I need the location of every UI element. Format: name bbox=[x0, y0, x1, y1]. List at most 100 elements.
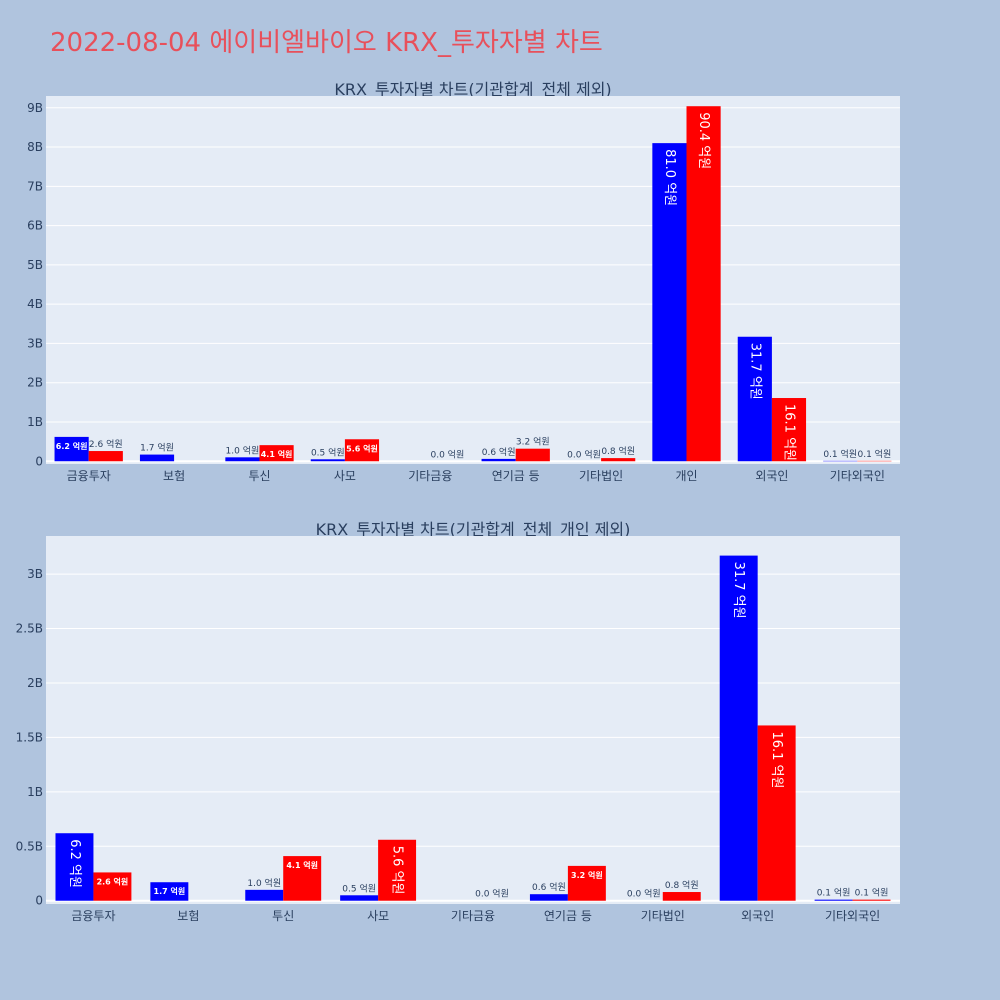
c1-data-label: 0.6 억원 bbox=[532, 881, 566, 893]
c1-data-label: 0.5 억원 bbox=[342, 882, 376, 894]
c0-data-label: 2.6 억원 bbox=[89, 438, 123, 450]
c0-data-label: 0.1 억원 bbox=[858, 448, 892, 460]
c0-x-tick-label: 투신 bbox=[248, 469, 270, 483]
c0-y-tick-label: 1B bbox=[27, 415, 43, 429]
c1-bar-s1-6 bbox=[662, 892, 701, 901]
c1-data-label: 0.0 억원 bbox=[627, 888, 661, 900]
c1-data-label: 5.6 억원 bbox=[390, 846, 405, 895]
c1-data-label: 0.0 억원 bbox=[475, 888, 509, 900]
c0-bar-s1-5 bbox=[515, 448, 550, 462]
c0-bar-s0-1 bbox=[139, 454, 175, 462]
c0-data-label: 0.0 억원 bbox=[567, 448, 601, 460]
c0-bar-s0-3 bbox=[310, 459, 345, 462]
chart-top: KRX_투자자별 차트(기관합계_전체 제외) 0 1B 2B 3B 4B 5B 6B 7B 8… bbox=[27, 80, 900, 483]
c1-data-label: 2.6 억원 bbox=[97, 876, 129, 886]
c1-y-tick-label: 0 bbox=[35, 894, 43, 908]
c0-y-tick-label: 4B bbox=[27, 297, 43, 311]
c0-bar-s1-3 bbox=[344, 439, 380, 462]
c1-data-label: 0.1 억원 bbox=[817, 887, 851, 899]
chart-bottom-title: KRX_투자자별 차트(기관합계_전체_개인 제외) bbox=[316, 520, 631, 540]
c0-y-tick-label: 5B bbox=[27, 258, 43, 272]
c1-bar-s1-8 bbox=[852, 899, 891, 901]
c0-x-tick-label: 기타법인 bbox=[579, 469, 623, 483]
c0-bar-s1-0 bbox=[88, 451, 123, 462]
c0-data-label: 4.1 억원 bbox=[261, 449, 293, 459]
c1-bar-s0-5 bbox=[529, 894, 568, 901]
c1-bar-s0-8 bbox=[814, 899, 853, 901]
c1-x-tick-label: 기타외국인 bbox=[825, 909, 880, 923]
c1-bar-s0-7 bbox=[719, 555, 758, 901]
c1-data-label: 31.7 억원 bbox=[731, 562, 746, 619]
c1-bar-s0-3 bbox=[340, 895, 379, 901]
c1-x-tick-label: 보험 bbox=[177, 909, 199, 923]
c0-x-tick-label: 기타금융 bbox=[408, 469, 452, 483]
c0-x-tick-label: 사모 bbox=[334, 469, 356, 483]
c1-x-tick-label: 금융투자 bbox=[71, 909, 115, 923]
c0-bar-s0-8 bbox=[737, 336, 772, 462]
c1-x-tick-label: 기타금융 bbox=[451, 909, 495, 923]
c0-data-label: 0.8 억원 bbox=[601, 445, 635, 457]
c0-data-label: 31.7 억원 bbox=[747, 343, 762, 400]
page-title: 2022-08-04 에이비엘바이오 KRX_투자자별 차트 bbox=[50, 28, 603, 58]
c0-y-tick-label: 3B bbox=[27, 336, 43, 350]
c0-bar-s1-2 bbox=[259, 445, 294, 462]
c0-bar-s1-7 bbox=[686, 106, 721, 462]
c0-data-label: 1.7 억원 bbox=[140, 442, 174, 454]
c1-bar-s1-3 bbox=[378, 839, 417, 901]
c0-x-tick-label: 개인 bbox=[675, 469, 697, 483]
c0-data-label: 3.2 억원 bbox=[516, 436, 550, 448]
c1-bar-s1-5 bbox=[567, 865, 606, 901]
c1-data-label: 0.1 억원 bbox=[855, 887, 889, 899]
c1-y-tick-label: 2B bbox=[27, 676, 43, 690]
c1-data-label: 0.8 억원 bbox=[665, 879, 699, 891]
c1-data-label: 16.1 억원 bbox=[769, 731, 784, 788]
c0-x-tick-label: 보험 bbox=[163, 469, 185, 483]
c0-data-label: 0.0 억원 bbox=[431, 448, 465, 460]
c1-data-label: 1.7 억원 bbox=[154, 886, 186, 896]
c1-x-tick-label: 기타법인 bbox=[641, 909, 685, 923]
c0-y-tick-label: 2B bbox=[27, 376, 43, 390]
c0-bar-s1-8 bbox=[771, 398, 807, 462]
c1-bar-s0-1 bbox=[150, 882, 189, 901]
c1-bar-s1-0 bbox=[93, 872, 132, 901]
c0-data-label: 0.1 억원 bbox=[823, 448, 857, 460]
c1-data-label: 6.2 억원 bbox=[67, 839, 82, 888]
c1-x-tick-label: 투신 bbox=[272, 909, 294, 923]
chart-top-title: KRX_투자자별 차트(기관합계_전체 제외) bbox=[334, 80, 611, 100]
c0-y-tick-label: 6B bbox=[27, 219, 43, 233]
c0-data-label: 1.0 억원 bbox=[226, 444, 260, 456]
c0-bar-s0-5 bbox=[481, 458, 516, 462]
c1-y-tick-label: 3B bbox=[27, 567, 43, 581]
c0-bar-s1-6 bbox=[601, 458, 636, 462]
c0-bar-s0-2 bbox=[225, 457, 260, 462]
c1-y-tick-label: 1B bbox=[27, 785, 43, 799]
c0-data-label: 81.0 억원 bbox=[662, 149, 677, 206]
c1-y-tick-label: 0.5B bbox=[16, 839, 43, 853]
c1-bar-s0-2 bbox=[245, 889, 284, 901]
c0-data-label: 6.2 억원 bbox=[56, 441, 88, 451]
c0-y-tick-label: 8B bbox=[27, 140, 43, 154]
c0-data-label: 0.5 억원 bbox=[311, 446, 345, 458]
c1-x-tick-label: 연기금 등 bbox=[544, 909, 592, 923]
c1-bar-s1-7 bbox=[757, 725, 796, 901]
c1-y-tick-label: 2.5B bbox=[16, 622, 43, 636]
c0-y-tick-label: 7B bbox=[27, 179, 43, 193]
c0-bar-s0-7 bbox=[652, 143, 687, 462]
c0-y-tick-label: 0 bbox=[35, 454, 43, 468]
c0-data-label: 0.6 억원 bbox=[482, 446, 516, 458]
c0-x-tick-label: 외국인 bbox=[755, 469, 788, 483]
c0-x-tick-label: 기타외국인 bbox=[830, 469, 885, 483]
c1-x-tick-label: 사모 bbox=[367, 909, 389, 923]
c0-data-label: 90.4 억원 bbox=[696, 112, 711, 169]
c0-x-tick-label: 연기금 등 bbox=[492, 469, 540, 483]
c1-bar-s0-0 bbox=[55, 833, 94, 901]
c1-data-label: 1.0 억원 bbox=[247, 877, 281, 889]
c0-data-label: 5.6 억원 bbox=[346, 443, 378, 453]
c1-bar-s1-2 bbox=[283, 856, 322, 901]
c1-data-label: 4.1 억원 bbox=[286, 860, 318, 870]
c1-x-tick-label: 외국인 bbox=[741, 909, 774, 923]
c0-data-label: 16.1 억원 bbox=[781, 404, 796, 461]
c1-y-tick-label: 1.5B bbox=[16, 730, 43, 744]
c1-data-label: 3.2 억원 bbox=[571, 870, 603, 880]
c0-y-tick-label: 9B bbox=[27, 101, 43, 115]
